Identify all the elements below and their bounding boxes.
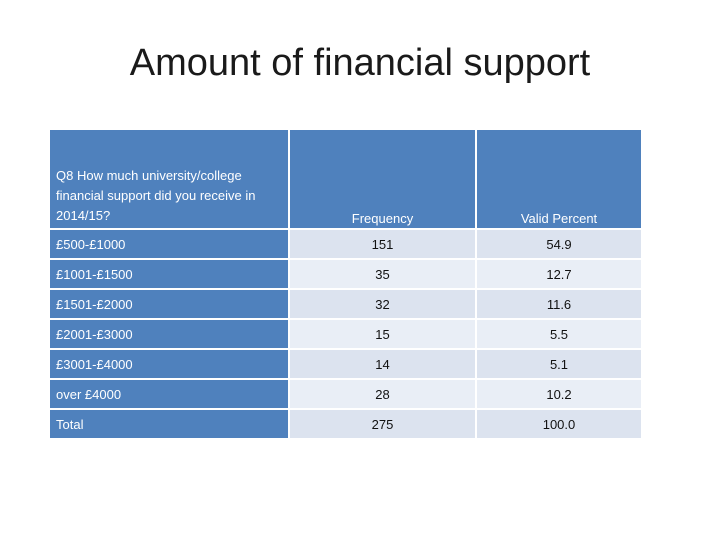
row-label: £1501-£2000 bbox=[48, 288, 290, 320]
valid-percent-cell: 11.6 bbox=[475, 288, 643, 320]
financial-support-table: Q8 How much university/college financial… bbox=[48, 128, 643, 440]
frequency-header: Frequency bbox=[288, 128, 477, 230]
slide-title: Amount of financial support bbox=[129, 42, 591, 84]
frequency-cell: 151 bbox=[288, 228, 477, 260]
valid-percent-cell: 5.1 bbox=[475, 348, 643, 380]
valid-percent-cell: 54.9 bbox=[475, 228, 643, 260]
row-label: £500-£1000 bbox=[48, 228, 290, 260]
frequency-cell: 32 bbox=[288, 288, 477, 320]
table-row: £3001-£4000 14 5.1 bbox=[48, 348, 643, 380]
frequency-cell: 14 bbox=[288, 348, 477, 380]
table-row: £2001-£3000 15 5.5 bbox=[48, 318, 643, 350]
table-row: £1501-£2000 32 11.6 bbox=[48, 288, 643, 320]
row-label: £1001-£1500 bbox=[48, 258, 290, 290]
valid-percent-cell: 5.5 bbox=[475, 318, 643, 350]
frequency-cell: 35 bbox=[288, 258, 477, 290]
valid-percent-cell: 100.0 bbox=[475, 408, 643, 440]
table-header-row: Q8 How much university/college financial… bbox=[48, 128, 643, 230]
row-label: £2001-£3000 bbox=[48, 318, 290, 350]
row-label: Total bbox=[48, 408, 290, 440]
table-row: over £4000 28 10.2 bbox=[48, 378, 643, 410]
table-row: Total 275 100.0 bbox=[48, 408, 643, 440]
frequency-cell: 275 bbox=[288, 408, 477, 440]
valid-percent-header: Valid Percent bbox=[475, 128, 643, 230]
table-row: £500-£1000 151 54.9 bbox=[48, 228, 643, 260]
table-row: £1001-£1500 35 12.7 bbox=[48, 258, 643, 290]
frequency-cell: 28 bbox=[288, 378, 477, 410]
valid-percent-cell: 10.2 bbox=[475, 378, 643, 410]
frequency-cell: 15 bbox=[288, 318, 477, 350]
valid-percent-cell: 12.7 bbox=[475, 258, 643, 290]
row-label: over £4000 bbox=[48, 378, 290, 410]
row-label: £3001-£4000 bbox=[48, 348, 290, 380]
question-header: Q8 How much university/college financial… bbox=[48, 128, 290, 230]
